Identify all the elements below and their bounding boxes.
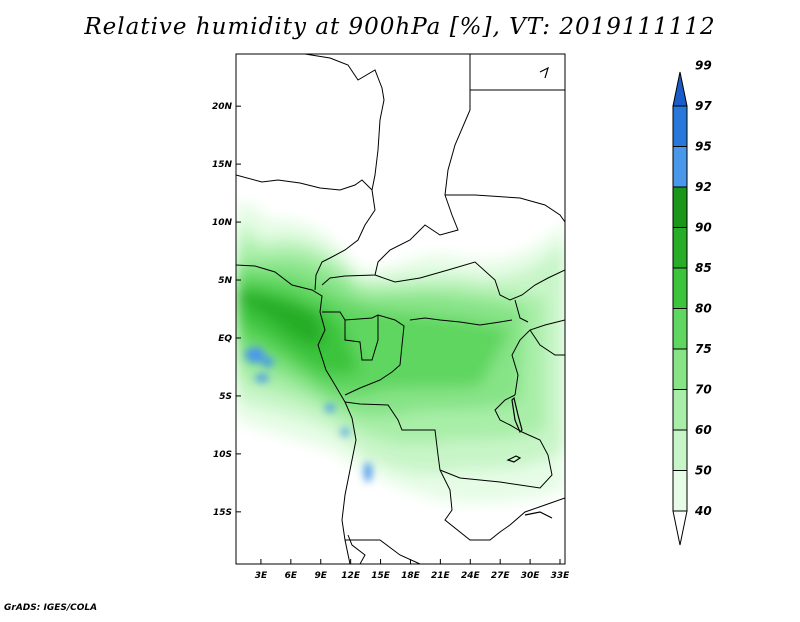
colorbar-bin — [672, 389, 688, 431]
lon-tick-label: 15E — [371, 571, 391, 581]
colorbar-bin — [672, 71, 688, 107]
lon-tick-label: 27E — [491, 571, 511, 581]
colorbar-label: 80 — [695, 302, 712, 316]
lon-tick-label: 12E — [341, 571, 361, 581]
lat-tick-label: 10S — [213, 450, 232, 460]
lat-tick-label: EQ — [218, 334, 232, 344]
colorbar-label: 75 — [695, 342, 712, 356]
colorbar-label: 97 — [695, 99, 712, 113]
lon-tick-label: 21E — [431, 571, 451, 581]
colorbar: 40 50 60 70 75 80 85 90 92 95 97 99 — [672, 59, 712, 546]
lat-tick-label: 20N — [212, 102, 233, 112]
lon-tick-label: 30E — [521, 571, 541, 581]
lat-tick-label: 10N — [212, 218, 233, 228]
lat-tick-label: 15N — [212, 160, 233, 170]
colorbar-bin — [672, 308, 688, 350]
colorbar-bin — [672, 470, 688, 512]
lon-tick-label: 6E — [285, 571, 298, 581]
colorbar-label: 70 — [695, 383, 712, 397]
lat-tick-label: 5S — [219, 392, 232, 402]
colorbar-label: 40 — [694, 504, 712, 518]
lat-tick-label: 15S — [213, 508, 232, 518]
latitude-axis: 20N 15N 10N 5N EQ 5S 10S 15S — [212, 102, 241, 518]
colorbar-label: 99 — [695, 59, 712, 73]
lon-tick-label: 24E — [461, 571, 481, 581]
lon-tick-label: 3E — [255, 571, 268, 581]
colorbar-label: 92 — [695, 180, 712, 194]
colorbar-label: 90 — [695, 221, 712, 235]
lon-tick-label: 33E — [551, 571, 571, 581]
humidity-field — [236, 54, 565, 564]
lake-outlines — [506, 66, 553, 519]
longitude-axis: 3E 6E 9E 12E 15E 18E 21E 24E 27E 30E 33E — [255, 559, 570, 581]
colorbar-bin — [672, 348, 688, 390]
colorbar-bin — [672, 267, 688, 309]
lon-tick-label: 18E — [401, 571, 421, 581]
colorbar-label: 60 — [695, 423, 712, 437]
colorbar-label: 95 — [695, 140, 712, 154]
colorbar-bin — [672, 510, 688, 546]
country-borders — [236, 54, 565, 564]
colorbar-bin — [672, 227, 688, 269]
grads-credit: GrADS: IGES/COLA — [4, 603, 98, 613]
map-title: Relative humidity at 900hPa [%], VT: 201… — [84, 14, 716, 40]
colorbar-bin — [672, 105, 688, 147]
lon-tick-label: 9E — [315, 571, 328, 581]
colorbar-bin — [672, 146, 688, 188]
lat-tick-label: 5N — [218, 276, 232, 286]
colorbar-label: 85 — [695, 261, 712, 275]
colorbar-label: 50 — [695, 464, 712, 478]
colorbar-bin — [672, 429, 688, 471]
colorbar-bin — [672, 186, 688, 228]
map-frame — [235, 53, 566, 565]
